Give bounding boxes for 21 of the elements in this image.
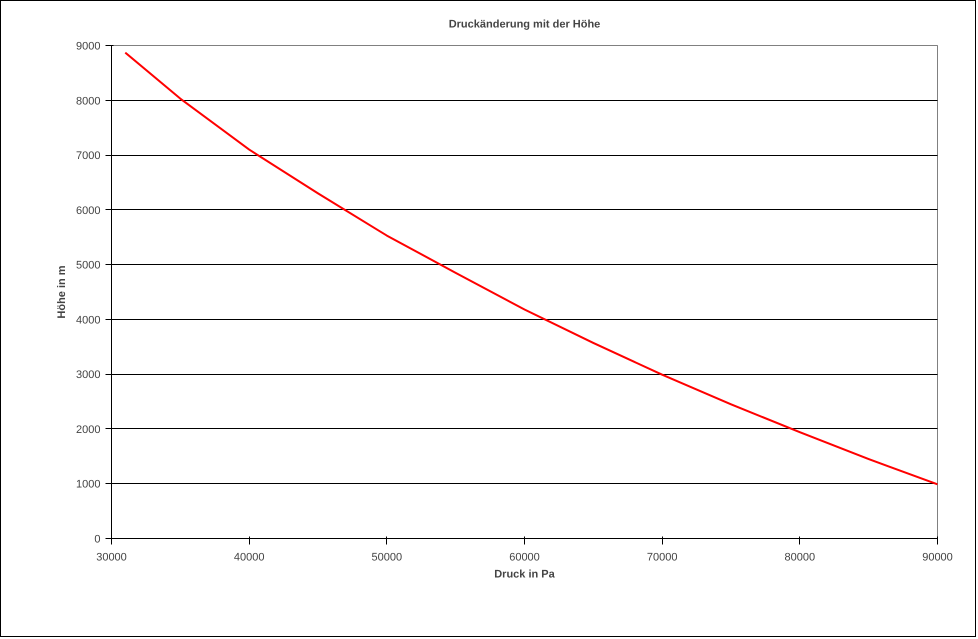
x-tick-label: 40000	[234, 552, 264, 564]
y-tick-label: 6000	[76, 204, 101, 217]
y-tick-label: 0	[94, 534, 101, 546]
x-tick-label: 90000	[922, 552, 953, 564]
y-axis-title: Höhe in m	[56, 265, 68, 319]
line-series	[124, 52, 938, 486]
y-tick-label: 5000	[76, 260, 101, 272]
y-tick-label: 3000	[76, 369, 101, 382]
y-tick-label: 2000	[76, 424, 101, 436]
y-tick-label: 1000	[76, 478, 101, 491]
y-tick-label: 4000	[76, 314, 101, 326]
y-tick-label: 9000	[76, 40, 101, 52]
x-tick-label: 30000	[96, 552, 127, 564]
y-tick-label: 8000	[76, 95, 101, 108]
x-tick-label: 70000	[646, 552, 678, 564]
x-tick-label: 60000	[509, 552, 540, 564]
x-tick-label: 50000	[372, 552, 402, 564]
x-axis-title: Druck in Pa	[494, 568, 556, 580]
chart-title: Druckänderung mit der Höhe	[448, 18, 600, 30]
x-tick-label: 80000	[784, 552, 816, 564]
y-tick-label: 7000	[76, 150, 101, 162]
